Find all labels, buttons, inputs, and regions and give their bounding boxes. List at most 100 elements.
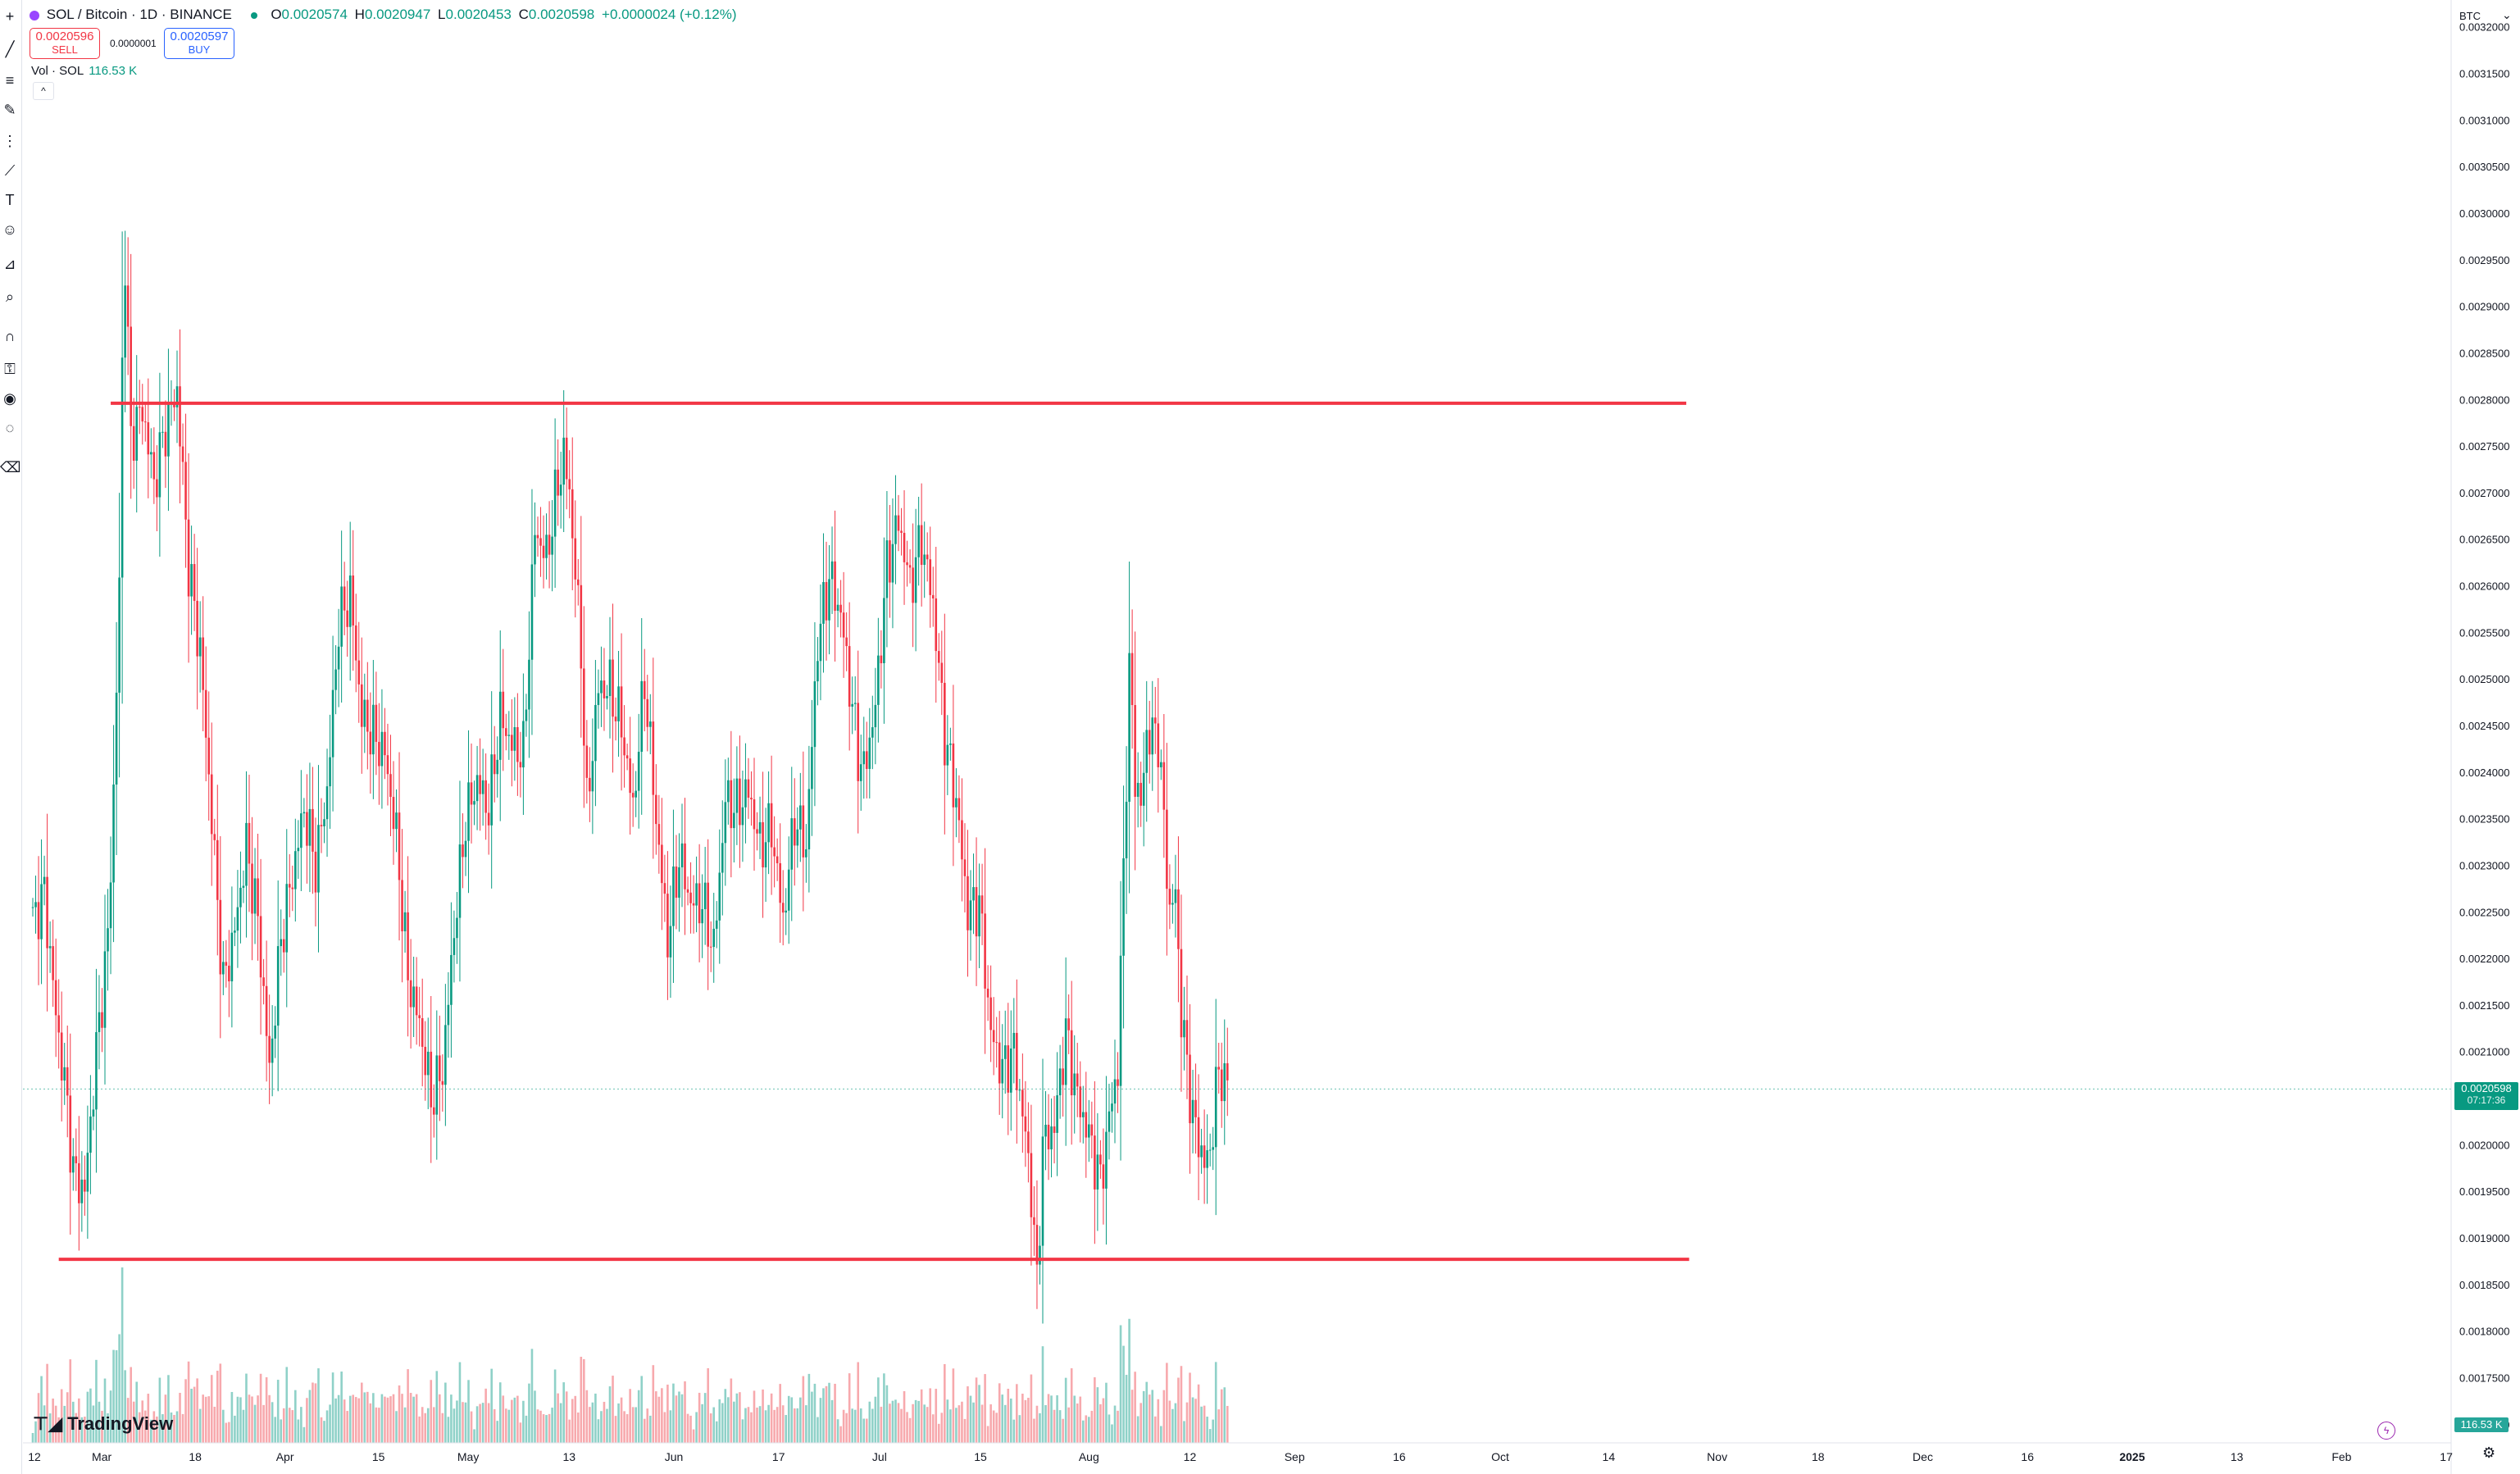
buy-button[interactable]: 0.0020597 BUY [164,28,234,59]
candle [274,1006,276,1058]
volume-bar [444,1382,447,1443]
sell-button[interactable]: 0.0020596 SELL [30,28,100,59]
candle [802,751,805,912]
chevron-down-icon[interactable]: ⌄ [2502,8,2512,21]
symbol-title[interactable]: SOL / Bitcoin · 1D · BINANCE [46,7,232,22]
candle [1223,1019,1226,1145]
volume-bar [282,1408,285,1443]
candle-body [565,437,568,480]
volume-bar [1030,1374,1033,1443]
candle [969,870,972,961]
volume-bar [1160,1426,1162,1443]
candle [889,505,891,618]
volume-bar [426,1408,430,1443]
candle-body [972,887,975,901]
volume-bar [375,1407,378,1443]
candle [1064,957,1067,1146]
trash-icon[interactable]: ⌫ [0,459,21,475]
candle-body [216,839,219,900]
lock-icon[interactable]: ⚿ [4,361,16,377]
brush-icon[interactable]: ✎ [3,102,16,118]
candle [762,771,764,918]
candle-body [980,895,984,914]
candle [432,1084,435,1138]
candle [612,603,614,773]
candle-body [1220,1069,1223,1102]
volume-bar [432,1407,435,1443]
candle-body [701,909,703,924]
candle-body [883,598,885,664]
volume-bar [78,1398,80,1443]
candle [84,1155,86,1216]
volume-bar [372,1393,375,1443]
hide-icon[interactable]: ◌ [5,420,15,436]
candle [640,617,644,815]
volume-bar [1180,1366,1183,1443]
time-tick-label: 18 [1812,1450,1825,1463]
collapse-legend-button[interactable]: ^ [33,82,54,100]
settings-gear-icon[interactable]: ⚙ [2482,1444,2496,1461]
candle [1076,1043,1079,1117]
candle [989,965,992,1062]
volume-bar [920,1389,923,1443]
candle [868,707,871,798]
candle-body [542,545,545,558]
volume-bar [161,1414,164,1443]
candle-body [412,986,415,1008]
price-tick-label: 0.0020000 [2459,1139,2509,1151]
currency-label[interactable]: BTC [2459,10,2481,22]
candle-body [871,727,874,738]
candle [271,1005,274,1097]
symbol-legend: SOL / Bitcoin · 1D · BINANCE O0.0020574 … [30,7,736,23]
zoom-icon[interactable]: ⌕ [5,289,15,305]
crosshair-icon[interactable]: + [5,8,15,25]
lightning-icon[interactable]: ϟ [2377,1422,2395,1440]
measure-icon[interactable]: ⊿ [3,256,16,272]
candle-body [1153,717,1157,724]
prediction-icon[interactable]: ⟋ [4,162,16,179]
candle [735,746,739,845]
eye-icon[interactable]: ◉ [3,390,16,407]
magnet-icon[interactable]: ∩ [4,328,16,344]
candle [885,491,889,648]
volume-bar [980,1404,984,1443]
volume-bar [1079,1396,1082,1443]
candle [530,489,534,735]
candle [346,580,348,657]
candle-body [813,681,816,748]
fib-icon[interactable]: ≡ [5,72,15,89]
candle [733,778,735,863]
candle-body [733,812,735,829]
pattern-icon[interactable]: ⋮ [2,133,17,149]
price-tick-label: 0.0024500 [2459,720,2509,732]
candle-body [1044,1124,1047,1137]
candle [193,534,196,631]
candle-body [986,988,989,998]
volume-bar [52,1398,54,1443]
volume-histogram [31,1267,1229,1443]
trend-line-icon[interactable]: ╱ [5,41,15,57]
tradingview-logo[interactable]: ⊤◢ TradingView [33,1413,174,1434]
candle [101,988,103,1053]
candle-body [557,469,559,496]
volume-bar [164,1394,167,1443]
candle-body [147,422,150,455]
volume-bar [329,1404,331,1443]
candle-body [663,883,666,894]
volume-bar [202,1394,204,1443]
volume-bar [519,1422,522,1443]
volume-bar [528,1383,530,1443]
price-tick-label: 0.0017500 [2459,1372,2509,1384]
candle [1145,680,1149,822]
candle-body [1047,1124,1050,1149]
candle-body [672,866,675,926]
candle-body [785,910,788,913]
volume-bar [109,1390,112,1443]
candle [234,917,236,947]
text-icon[interactable]: T [5,192,15,208]
emoji-icon[interactable]: ☺ [2,221,18,238]
candle-body [967,876,969,930]
candle [109,836,112,975]
candle-body [225,962,228,966]
